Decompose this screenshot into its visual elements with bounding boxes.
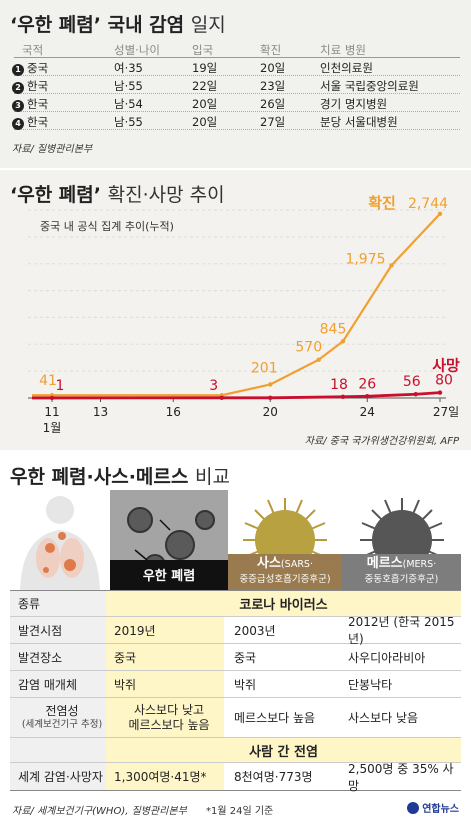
case-number-badge: 2 <box>12 82 24 94</box>
x-tick-label: 11 <box>44 405 59 419</box>
table-header: 국적 성별·나이 입국 확진 치료 병원 <box>14 40 460 58</box>
data-point <box>437 211 443 216</box>
tag-mers: 메르스(MERS· 중동호흡기증후군) <box>342 554 461 590</box>
series-line-confirmed <box>32 213 441 397</box>
data-label: 845 <box>320 321 347 337</box>
body-lungs-illustration <box>10 490 110 590</box>
data-label: 2,744 <box>408 196 448 212</box>
logo-icon <box>407 801 420 814</box>
tag-sars: 사스(SARS· 중증급성호흡기증후군) <box>228 554 342 590</box>
data-label: 3 <box>209 378 218 394</box>
data-label: 201 <box>251 361 278 377</box>
data-label: 18 <box>330 377 348 393</box>
table-row: 종류 코로나 바이러스 <box>10 590 461 617</box>
data-label: 570 <box>295 340 322 356</box>
table-row: 1 중국 여·35 19일 20일 인천의료원 <box>12 58 460 76</box>
x-tick-label: 27일 <box>433 405 459 419</box>
trend-chart-section: ‘우한 폐렴’ 확진·사망 추이 11 13 16 20 24 27일 1월 41 201 570… <box>0 168 471 450</box>
chart-subtitle: 중국 내 공식 집계 추이(누적) <box>40 220 174 233</box>
data-label: 56 <box>403 374 421 390</box>
table-row: 3 한국 남·54 20일 26일 경기 명지병원 <box>12 94 460 112</box>
tag-wuhan-pneumonia: 우한 폐렴 <box>110 560 228 594</box>
x-tick-label: 13 <box>93 405 108 419</box>
table-row: 발견시점 2019년 2003년 2012년 (한국 2015년) <box>10 615 461 646</box>
table-row: 4 한국 남·55 20일 27일 분당 서울대병원 <box>12 112 460 130</box>
data-point <box>389 263 394 268</box>
x-tick-label: 16 <box>166 405 181 419</box>
section3-title: 우한 폐렴·사스·메르스 비교 <box>10 466 230 488</box>
infection-table: 국적 성별·나이 입국 확진 치료 병원 1 중국 여·35 19일 20일 인천… <box>12 40 460 130</box>
table-row: 사람 간 전염 <box>10 738 461 763</box>
data-label: 41 <box>39 373 57 389</box>
case-number-badge: 3 <box>12 100 24 112</box>
data-point <box>340 394 346 399</box>
data-point <box>437 390 443 395</box>
yonhap-logo: 연합뉴스 <box>407 800 459 815</box>
series-name-label: 사망 <box>432 357 460 375</box>
section2-title: ‘우한 폐렴’ 확진·사망 추이 <box>10 184 225 206</box>
data-point <box>316 357 321 362</box>
table-row: 2 한국 남·55 22일 23일 서울 국립중앙의료원 <box>12 76 460 94</box>
data-label: 1 <box>56 378 65 394</box>
case-number-badge: 4 <box>12 118 24 130</box>
data-point <box>365 394 370 399</box>
data-point <box>268 395 273 400</box>
series-line-deaths <box>32 391 441 400</box>
data-label: 80 <box>435 373 453 389</box>
data-point <box>268 382 273 387</box>
section1-title: ‘우한 폐렴’ 국내 감염 일지 <box>10 14 226 36</box>
x-tick-label: 20 <box>263 405 278 419</box>
table-row: 전염성 (세계보건기구 추정) 사스보다 낮고 메르스보다 높음 메르스보다 높… <box>10 698 461 738</box>
x-tick-label: 24 <box>360 405 375 419</box>
data-point <box>219 395 224 400</box>
data-point <box>49 395 55 401</box>
case-number-badge: 1 <box>12 64 24 76</box>
section2-source: 자료/ 중국 국가위생건강위원회, AFP <box>304 436 459 447</box>
section3-source: 자료/ 세계보건기구(WHO), 질병관리본부 *1월 24일 기준 <box>12 806 274 817</box>
data-label: 1,975 <box>345 251 385 267</box>
x-month-label: 1월 <box>43 421 62 435</box>
section1-source: 자료/ 질병관리본부 <box>12 144 93 155</box>
data-label: 26 <box>358 376 376 392</box>
series-name-label: 확진 <box>368 194 396 212</box>
table-row: 발견장소 중국 중국 사우디아라비아 <box>10 644 461 671</box>
comparison-section: 우한 폐렴·사스·메르스 비교 <box>0 450 471 827</box>
data-point <box>413 392 418 397</box>
data-point <box>340 339 346 344</box>
table-row: 감염 매개체 박쥐 박쥐 단봉낙타 <box>10 671 461 698</box>
table-row: 세계 감염·사망자 1,300여명·41명* 8천여명·773명 2,500명 … <box>10 762 461 793</box>
